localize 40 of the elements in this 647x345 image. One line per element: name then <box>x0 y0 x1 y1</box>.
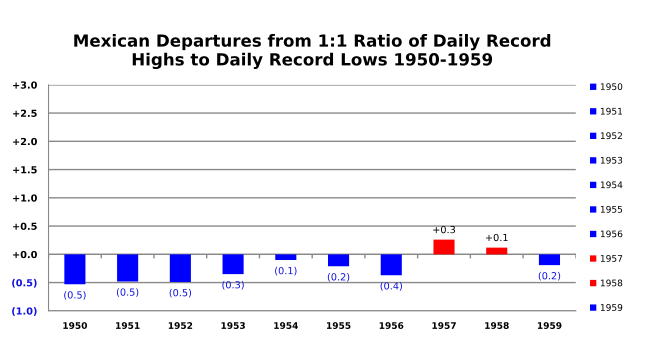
x-tick-label: 1953 <box>222 322 245 329</box>
y-tick-label: (1.0) <box>12 307 37 316</box>
x-tick-label: 1957 <box>432 322 456 329</box>
legend-label: 1950 <box>600 83 622 90</box>
chart-title: Mexican Departures from 1:1 Ratio of Daily Record Highs to Daily Record Lows 1950-1959 <box>74 34 550 70</box>
legend-label: 1953 <box>600 156 622 164</box>
y-tick-label: +2.0 <box>13 138 37 146</box>
data-label: (0.5) <box>64 291 86 300</box>
x-tick-label: 1958 <box>485 322 509 329</box>
legend-label: 1958 <box>600 280 622 286</box>
x-tick-label: 1954 <box>274 322 298 329</box>
y-tick-label: +1.0 <box>13 194 37 202</box>
x-tick-label: 1956 <box>380 322 404 329</box>
y-tick-label: +3.0 <box>13 81 37 89</box>
x-tick-label: 1955 <box>327 322 350 329</box>
y-tick-label: +1.5 <box>13 166 37 174</box>
x-tick-label: 1959 <box>538 322 562 329</box>
data-label: (0.2) <box>328 273 350 282</box>
legend-label: 1959 <box>600 304 622 311</box>
data-label: (0.3) <box>222 280 244 290</box>
legend-label: 1957 <box>600 254 622 262</box>
legend-label: 1956 <box>600 230 622 238</box>
x-tick-label: 1951 <box>116 322 140 329</box>
x-tick-label: 1950 <box>63 322 88 329</box>
data-label: +0.3 <box>433 226 456 234</box>
data-label: (0.4) <box>380 282 402 291</box>
legend-label: 1952 <box>600 132 622 140</box>
data-label: (0.5) <box>116 288 138 297</box>
legend-label: 1954 <box>600 181 622 188</box>
data-label: (0.5) <box>170 288 192 298</box>
legend-label: 1955 <box>600 206 622 213</box>
x-tick-label: 1952 <box>168 322 192 329</box>
data-label: (0.2) <box>538 272 560 281</box>
data-label: +0.1 <box>486 234 508 242</box>
legend-label: 1951 <box>600 108 622 115</box>
data-label: (0.1) <box>275 266 296 276</box>
y-tick-label: +0.0 <box>13 250 37 258</box>
y-tick-label: (0.5) <box>12 278 37 288</box>
y-tick-label: +0.5 <box>13 222 37 230</box>
y-tick-label: +2.5 <box>13 110 37 117</box>
